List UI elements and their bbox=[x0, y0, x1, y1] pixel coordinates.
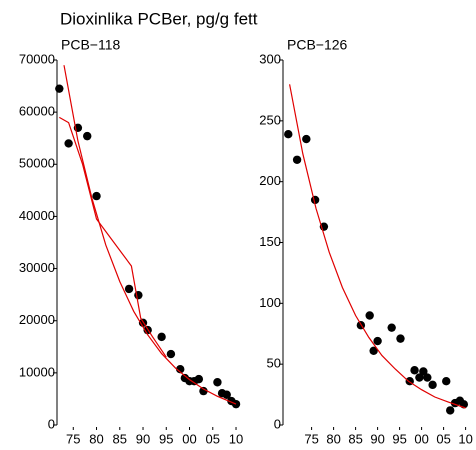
data-point bbox=[64, 139, 73, 148]
y-tick-label: 0 bbox=[48, 416, 55, 431]
data-point bbox=[134, 290, 143, 300]
y-tick-label: 20000 bbox=[19, 312, 55, 327]
y-tick-label: 10000 bbox=[19, 364, 55, 379]
data-point bbox=[55, 84, 64, 93]
data-point bbox=[373, 336, 382, 346]
x-tick-label: 00 bbox=[414, 431, 428, 446]
data-point bbox=[419, 367, 428, 376]
data-point bbox=[157, 332, 166, 342]
x-tick-label: 80 bbox=[326, 431, 340, 446]
data-point bbox=[213, 378, 222, 387]
panel-title: PCB−118 bbox=[61, 37, 120, 53]
data-point bbox=[365, 311, 374, 320]
x-tick-label: 10 bbox=[458, 431, 472, 446]
x-tick-label: 05 bbox=[436, 431, 450, 446]
x-tick-label: 75 bbox=[304, 431, 318, 446]
y-tick-label: 50000 bbox=[19, 156, 55, 171]
data-point bbox=[442, 377, 451, 386]
x-tick-label: 05 bbox=[206, 431, 220, 446]
data-point bbox=[92, 191, 101, 201]
data-point bbox=[284, 130, 293, 139]
data-point bbox=[446, 406, 455, 415]
x-tick-label: 85 bbox=[113, 431, 127, 446]
data-point bbox=[396, 334, 405, 343]
y-tick-label: 30000 bbox=[19, 260, 55, 275]
x-tick-label: 95 bbox=[159, 431, 173, 446]
y-tick-label: 250 bbox=[259, 112, 281, 127]
data-point bbox=[124, 284, 134, 294]
data-point bbox=[387, 323, 396, 332]
y-tick-label: 300 bbox=[259, 51, 281, 66]
data-point bbox=[302, 134, 311, 144]
x-tick-label: 95 bbox=[392, 431, 406, 446]
data-point bbox=[199, 386, 208, 396]
data-point bbox=[423, 373, 432, 382]
data-point bbox=[410, 366, 419, 375]
fit-line bbox=[63, 65, 237, 405]
x-tick-label: 00 bbox=[182, 431, 196, 446]
data-point bbox=[292, 155, 302, 164]
chart-title: Dioxinlika PCBer, pg/g fett bbox=[60, 9, 258, 28]
data-point bbox=[369, 346, 378, 355]
y-tick-label: 70000 bbox=[19, 51, 55, 66]
data-point bbox=[415, 373, 424, 382]
fit-line bbox=[289, 84, 466, 409]
data-point bbox=[231, 399, 241, 409]
data-point bbox=[176, 365, 185, 374]
y-tick-label: 50 bbox=[267, 356, 281, 371]
y-tick-label: 0 bbox=[274, 416, 281, 431]
y-tick-label: 40000 bbox=[19, 208, 55, 223]
fit-line bbox=[59, 116, 167, 358]
data-point bbox=[428, 380, 437, 390]
y-tick-label: 60000 bbox=[19, 104, 55, 119]
y-tick-label: 100 bbox=[259, 295, 281, 310]
y-tick-label: 150 bbox=[259, 234, 281, 249]
x-tick-label: 90 bbox=[136, 431, 150, 446]
data-point bbox=[166, 349, 176, 359]
x-tick-label: 80 bbox=[89, 431, 103, 446]
x-tick-label: 75 bbox=[66, 431, 80, 446]
data-point bbox=[194, 374, 204, 384]
x-tick-label: 85 bbox=[348, 431, 362, 446]
x-tick-label: 90 bbox=[370, 431, 384, 446]
x-tick-label: 10 bbox=[229, 431, 243, 446]
data-point bbox=[222, 390, 231, 399]
data-point bbox=[83, 131, 92, 141]
y-tick-label: 200 bbox=[259, 173, 281, 188]
panel-title: PCB−126 bbox=[287, 37, 348, 53]
